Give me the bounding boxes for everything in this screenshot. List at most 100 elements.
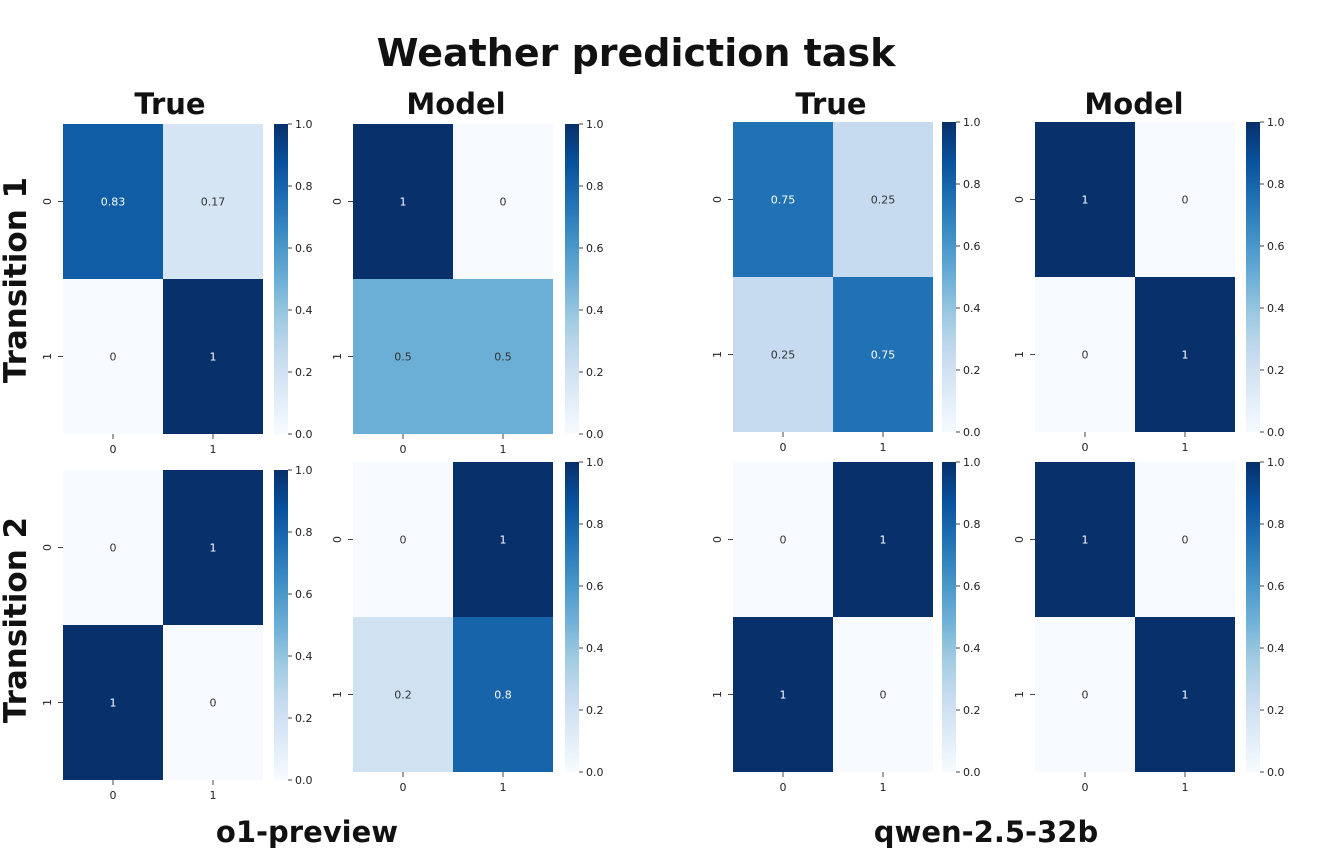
heatmap-cell <box>733 617 833 772</box>
heatmap-panels: 0.83 0.17 0 1 0 1 0 1 0.0 0.2 0.4 0.6 0.8 1.0 1 0 0.5 0.5… <box>41 116 1285 802</box>
cell-label: 0 <box>110 542 117 555</box>
x-tick-label: 0 <box>1082 441 1089 454</box>
y-tick-label: 0 <box>41 544 54 551</box>
colorbar-tick-label: 0.6 <box>586 242 604 255</box>
panel-title-qwen-model: Model <box>1084 87 1183 121</box>
colorbar-tick-label: 0.8 <box>586 518 604 531</box>
cell-label: 1 <box>210 542 217 555</box>
cell-label: 1 <box>210 351 217 364</box>
cell-label: 0 <box>1182 194 1189 207</box>
colorbar <box>274 470 288 780</box>
y-tick-label: 1 <box>331 691 344 698</box>
cell-label: 0.25 <box>771 349 796 362</box>
x-tick-label: 1 <box>1182 441 1189 454</box>
colorbar-tick-label: 1.0 <box>963 456 981 469</box>
colorbar-tick-label: 1.0 <box>963 116 981 129</box>
y-tick-label: 1 <box>41 699 54 706</box>
heatmap-panel: 0.75 0.25 0.25 0.75 0 1 0 1 0.0 0.2 0.4 0.6 0.8 1.0 <box>711 116 981 454</box>
colorbar-tick-label: 0.0 <box>295 774 313 787</box>
colorbar-tick-label: 0.0 <box>295 428 313 441</box>
heatmap-cell <box>733 462 833 617</box>
y-tick-label: 1 <box>1013 351 1026 358</box>
colorbar-tick-label: 0.8 <box>295 526 313 539</box>
heatmap-panel: 1 0 0.5 0.5 0 1 0 1 0.0 0.2 0.4 0.6 0.8 1.0 <box>331 118 604 456</box>
heatmap-cell <box>1135 277 1235 432</box>
cell-label: 1 <box>1182 349 1189 362</box>
colorbar-tick-label: 0.8 <box>295 180 313 193</box>
colorbar-tick-label: 0.8 <box>1267 518 1285 531</box>
colorbar-tick-label: 0.6 <box>963 580 981 593</box>
heatmap-cell <box>453 124 553 279</box>
heatmap-panel: 1 0 0 1 0 1 0 1 0.0 0.2 0.4 0.6 0.8 1.0 <box>1013 456 1285 794</box>
colorbar-tick-label: 1.0 <box>295 118 313 131</box>
colorbar-tick-label: 0.6 <box>295 242 313 255</box>
y-tick-label: 1 <box>711 351 724 358</box>
heatmap-cell <box>833 122 933 277</box>
cell-label: 0.75 <box>871 349 896 362</box>
y-tick-label: 1 <box>331 353 344 360</box>
y-tick-label: 0 <box>331 536 344 543</box>
heatmap-cell <box>353 124 453 279</box>
cell-label: 0.2 <box>394 689 412 702</box>
colorbar-tick-label: 0.8 <box>1267 178 1285 191</box>
cell-label: 0 <box>500 196 507 209</box>
cell-label: 0 <box>400 534 407 547</box>
cell-label: 0 <box>1082 349 1089 362</box>
panel-title-qwen-true: True <box>795 87 866 121</box>
colorbar-tick-label: 0.8 <box>963 178 981 191</box>
cell-label: 1 <box>110 697 117 710</box>
colorbar-tick-label: 0.2 <box>295 366 313 379</box>
colorbar-tick-label: 0.2 <box>586 704 604 717</box>
panel-title-o1-true: True <box>134 87 205 121</box>
x-tick-label: 1 <box>210 789 217 802</box>
heatmap-cell <box>1135 462 1235 617</box>
cell-label: 1 <box>1082 534 1089 547</box>
x-tick-label: 1 <box>500 443 507 456</box>
colorbar-tick-label: 0.2 <box>963 704 981 717</box>
cell-label: 0 <box>1082 689 1089 702</box>
row-label-transition-2: Transition 2 <box>0 517 34 723</box>
y-tick-label: 0 <box>711 536 724 543</box>
colorbar-tick-label: 0.4 <box>1267 642 1285 655</box>
colorbar-tick-label: 0.0 <box>586 428 604 441</box>
y-tick-label: 1 <box>711 691 724 698</box>
x-tick-label: 0 <box>1082 781 1089 794</box>
cell-label: 0.5 <box>394 351 412 364</box>
cell-label: 0 <box>1182 534 1189 547</box>
colorbar-tick-label: 0.0 <box>963 766 981 779</box>
heatmap-cell <box>63 470 163 625</box>
heatmap-cell <box>353 462 453 617</box>
x-tick-label: 1 <box>500 781 507 794</box>
colorbar-tick-label: 0.2 <box>1267 364 1285 377</box>
row-label-transition-1: Transition 1 <box>0 177 34 383</box>
heatmap-cell <box>163 124 263 279</box>
y-tick-label: 0 <box>1013 196 1026 203</box>
heatmap-cell <box>1035 122 1135 277</box>
x-tick-label: 1 <box>1182 781 1189 794</box>
colorbar-tick-label: 1.0 <box>295 464 313 477</box>
colorbar-tick-label: 0.4 <box>586 642 604 655</box>
colorbar-tick-label: 1.0 <box>586 118 604 131</box>
y-tick-label: 1 <box>41 353 54 360</box>
y-tick-label: 0 <box>1013 536 1026 543</box>
cell-label: 0 <box>110 351 117 364</box>
colorbar <box>565 124 579 434</box>
colorbar-tick-label: 0.4 <box>1267 302 1285 315</box>
colorbar-tick-label: 0.0 <box>586 766 604 779</box>
y-tick-label: 1 <box>1013 691 1026 698</box>
cell-label: 1 <box>1082 194 1089 207</box>
colorbar-tick-label: 0.6 <box>295 588 313 601</box>
x-tick-label: 0 <box>400 443 407 456</box>
x-tick-label: 1 <box>210 443 217 456</box>
colorbar-tick-label: 0.4 <box>586 304 604 317</box>
cell-label: 0.75 <box>771 194 796 207</box>
colorbar-tick-label: 1.0 <box>586 456 604 469</box>
colorbar-tick-label: 0.6 <box>963 240 981 253</box>
cell-label: 0 <box>780 534 787 547</box>
colorbar-tick-label: 0.6 <box>1267 240 1285 253</box>
colorbar <box>942 122 956 432</box>
heatmap-cell <box>163 279 263 434</box>
cell-label: 0.25 <box>871 194 896 207</box>
colorbar-tick-label: 0.4 <box>295 304 313 317</box>
x-tick-label: 0 <box>780 441 787 454</box>
